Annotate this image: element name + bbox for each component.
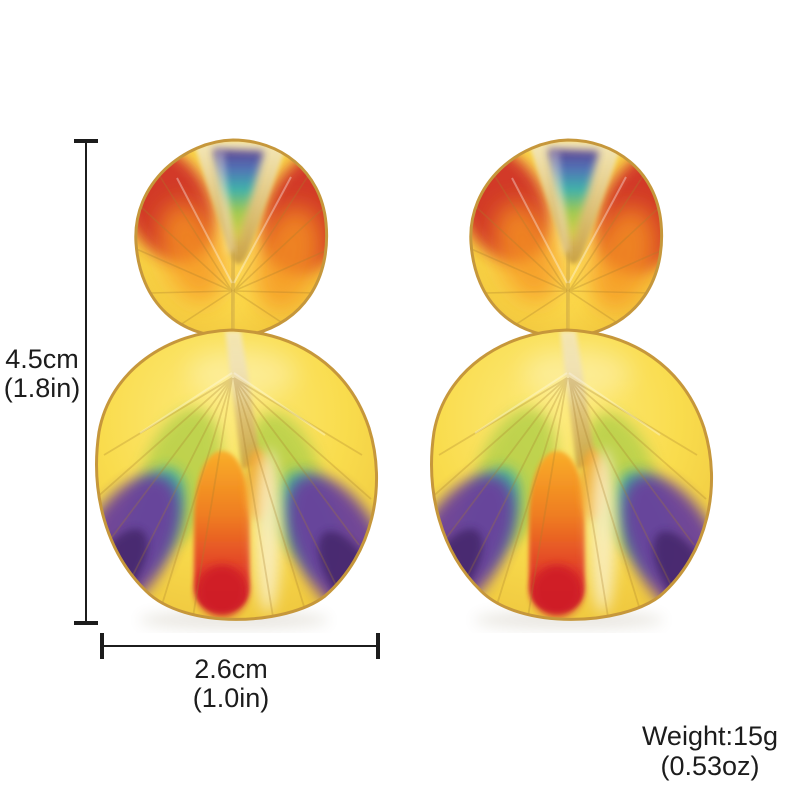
height-imperial-text: (1.8in) xyxy=(3,373,81,403)
height-dimension-label: 4.5cm (1.8in) xyxy=(1,345,83,403)
width-dimension-label: 2.6cm (1.0in) xyxy=(151,655,311,713)
weight-grams-text: Weight:15g xyxy=(641,721,779,751)
height-metric-text: 4.5cm xyxy=(5,344,79,374)
height-dimension-line xyxy=(85,140,87,624)
weight-ounces-text: (0.53oz) xyxy=(660,751,760,781)
width-dimension-cap-right xyxy=(376,633,380,659)
weight-label: Weight:15g (0.53oz) xyxy=(600,721,800,781)
earring-left-image xyxy=(82,133,382,633)
width-imperial-text: (1.0in) xyxy=(192,683,270,713)
width-metric-text: 2.6cm xyxy=(194,654,268,684)
earring-right-image xyxy=(417,133,717,633)
height-dimension-cap-bottom xyxy=(74,621,98,625)
width-dimension-line xyxy=(101,645,379,647)
